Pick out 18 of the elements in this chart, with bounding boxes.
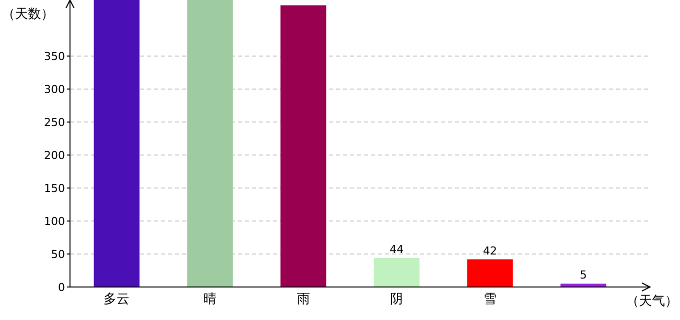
y-tick-label: 200	[44, 149, 65, 162]
y-tick-label: 300	[44, 83, 65, 96]
x-tick-label: 多云	[104, 292, 130, 307]
y-tick-label: 250	[44, 116, 65, 130]
data-label: 42	[483, 244, 497, 258]
y-tick-label: 350	[44, 50, 65, 64]
x-axis-title: （天气）	[626, 294, 678, 309]
x-tick-label: 阴	[390, 292, 404, 307]
y-tick-label: 150	[44, 182, 65, 196]
x-tick-label: 雨	[296, 292, 310, 307]
x-tick-label: 雪	[484, 292, 496, 307]
x-tick-label: 晴	[204, 292, 216, 307]
y-tick-label: 100	[44, 215, 65, 228]
data-label: 44	[390, 242, 404, 256]
data-label: 5	[580, 268, 587, 282]
y-axis-title: （天数）	[2, 7, 54, 22]
y-tick-label: 0	[58, 281, 65, 294]
y-tick-label: 50	[51, 248, 65, 262]
